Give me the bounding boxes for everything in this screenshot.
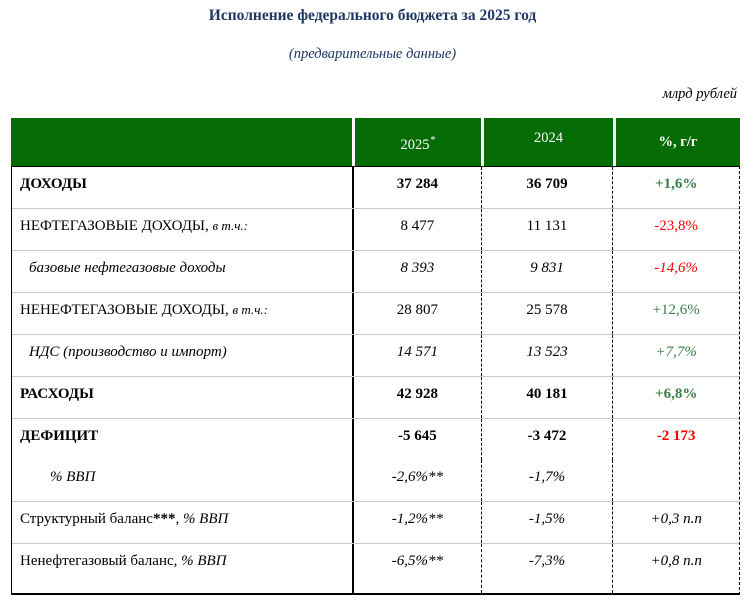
value-2025: 8 477 bbox=[352, 209, 481, 250]
row-label-part: , bbox=[225, 302, 233, 318]
table-row: Структурный баланс***, % ВВП -1,2%** -1,5%… bbox=[12, 501, 739, 543]
value-yoy: +0,8 п.п bbox=[612, 544, 739, 593]
value-yoy: +0,3 п.п bbox=[612, 502, 739, 543]
value-2025: -6,5%** bbox=[352, 544, 481, 593]
table-row: базовые нефтегазовые доходы 8 393 9 831 -14… bbox=[12, 250, 739, 292]
row-label-part: базовые нефтегазовые доходы bbox=[29, 260, 226, 276]
row-label-part: % ВВП bbox=[181, 553, 227, 569]
row-label: базовые нефтегазовые доходы bbox=[12, 251, 352, 292]
table-header: 2025* 2024 %, г/г bbox=[11, 118, 740, 166]
page-subtitle: (предварительные данные) bbox=[288, 46, 457, 62]
table-row: НДС (производство и импорт) 14 571 13 523 +… bbox=[12, 334, 739, 376]
budget-table: 2025* 2024 %, г/г ДОХОДЫ 37 284 36 709 +1,6… bbox=[11, 118, 740, 595]
value-yoy: -2 173 bbox=[612, 419, 739, 460]
value-2024: -1,5% bbox=[480, 502, 613, 543]
value-yoy: -14,6% bbox=[612, 251, 739, 292]
row-label-part: Ненефтегазовый баланс, bbox=[20, 553, 182, 569]
value-2024: 9 831 bbox=[480, 251, 613, 292]
value-2024: 13 523 bbox=[480, 335, 613, 376]
footnote-asterisk: * bbox=[430, 134, 436, 146]
value-2025: -1,2%** bbox=[352, 502, 481, 543]
row-label: Ненефтегазовый баланс, % ВВП bbox=[12, 544, 352, 593]
table-row: ДОХОДЫ 37 284 36 709 +1,6% bbox=[12, 167, 739, 208]
value-2024: -3 472 bbox=[480, 419, 613, 460]
value-2024: 36 709 bbox=[480, 167, 613, 208]
row-label: НЕНЕФТЕГАЗОВЫЕ ДОХОДЫ, в т.ч.: bbox=[12, 293, 352, 334]
value-2024: -1,7% bbox=[480, 460, 613, 501]
table-row: НЕФТЕГАЗОВЫЕ ДОХОДЫ, в т.ч.: 8 477 11 131-… bbox=[12, 208, 739, 250]
units-note: млрд рублей bbox=[662, 86, 737, 102]
value-2025: 14 571 bbox=[352, 335, 481, 376]
row-label-part: в т.ч.: bbox=[232, 302, 268, 317]
value-2024: 40 181 bbox=[480, 377, 613, 418]
header-cell-2025: 2025* bbox=[352, 118, 481, 166]
value-yoy: -23,8% bbox=[612, 209, 739, 250]
row-label: Структурный баланс***, % ВВП bbox=[12, 502, 352, 543]
row-label: % ВВП bbox=[12, 460, 352, 501]
value-yoy: +1,6% bbox=[612, 167, 739, 208]
header-cell-empty bbox=[11, 118, 352, 166]
value-2025: 42 928 bbox=[352, 377, 481, 418]
row-label: ДОХОДЫ bbox=[12, 167, 352, 208]
page-title: Исполнение федерального бюджета за 2025 … bbox=[208, 7, 537, 24]
row-label-part: % ВВП bbox=[50, 469, 96, 485]
row-label-part: НЕНЕФТЕГАЗОВЫЕ ДОХОДЫ bbox=[20, 302, 225, 318]
row-label-part: ДОХОДЫ bbox=[20, 176, 87, 192]
value-2024: 25 578 bbox=[480, 293, 613, 334]
row-label-part: , bbox=[175, 511, 183, 527]
table-row: РАСХОДЫ 42 928 40 181 +6,8% bbox=[12, 376, 739, 418]
header-2024-label: 2024 bbox=[534, 129, 563, 146]
row-label: РАСХОДЫ bbox=[12, 377, 352, 418]
value-yoy: +12,6% bbox=[612, 293, 739, 334]
row-label-part: , bbox=[205, 218, 213, 234]
row-label-part: в т.ч.: bbox=[212, 218, 248, 233]
row-label-part: НДС (производство и импорт) bbox=[29, 344, 227, 360]
table-body: ДОХОДЫ 37 284 36 709 +1,6% НЕФТЕГАЗОВЫЕ ДОХО… bbox=[11, 166, 740, 595]
value-2025: 28 807 bbox=[352, 293, 481, 334]
value-2024: 11 131 bbox=[480, 209, 613, 250]
row-label-part: Структурный баланс bbox=[20, 511, 153, 527]
value-yoy: +6,8% bbox=[612, 377, 739, 418]
row-label-part: НЕФТЕГАЗОВЫЕ ДОХОДЫ bbox=[20, 218, 206, 234]
row-label: НДС (производство и импорт) bbox=[12, 335, 352, 376]
table-row: ДЕФИЦИТ -5 645 -3 472 -2 173 % ВВП -2,6%** -1,… bbox=[12, 418, 739, 501]
row-label-part: *** bbox=[152, 511, 176, 527]
row-label-part: % ВВП bbox=[182, 511, 229, 527]
value-2025: -2,6%** bbox=[352, 460, 481, 501]
value-2024: -7,3% bbox=[480, 544, 613, 593]
header-2025-label: 2025 bbox=[400, 136, 430, 153]
table-row: Ненефтегазовый баланс, % ВВП -6,5%** -7,3%… bbox=[12, 543, 739, 593]
header-cell-2024: 2024 bbox=[481, 118, 613, 166]
header-cell-yoy: %, г/г bbox=[613, 118, 740, 166]
row-label-part: ДЕФИЦИТ bbox=[20, 428, 99, 444]
value-2025: 8 393 bbox=[352, 251, 481, 292]
row-label: ДЕФИЦИТ bbox=[12, 419, 352, 460]
table-row: НЕНЕФТЕГАЗОВЫЕ ДОХОДЫ, в т.ч.: 28 807 25 5… bbox=[12, 292, 739, 334]
row-label: НЕФТЕГАЗОВЫЕ ДОХОДЫ, в т.ч.: bbox=[12, 209, 352, 250]
value-yoy bbox=[612, 460, 739, 501]
row-label-part: РАСХОДЫ bbox=[20, 386, 94, 402]
value-2025: -5 645 bbox=[352, 419, 481, 460]
value-yoy: +7,7% bbox=[612, 335, 739, 376]
value-2025: 37 284 bbox=[352, 167, 481, 208]
